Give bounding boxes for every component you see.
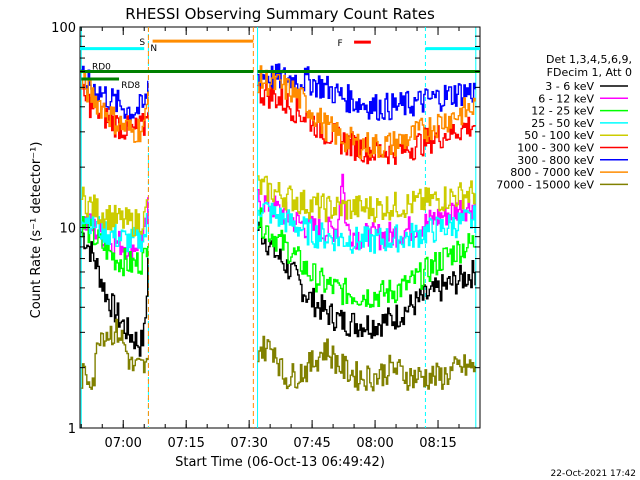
x-tick-label: 07:00: [104, 436, 141, 451]
x-axis: 07:00 07:15 07:30 07:45 08:00 08:15: [80, 27, 481, 451]
legend-label: 800 - 7000 keV: [510, 166, 594, 179]
y-axis-label: Count Rate (s⁻¹ detector⁻¹): [29, 142, 44, 319]
legend-label: 6 - 12 keV: [538, 92, 594, 105]
annotation-rd0: RD0: [92, 62, 111, 72]
annotation-layer: RD0 RD8 SN F: [80, 38, 480, 91]
series-7000-15000-kev: [81, 318, 476, 392]
legend-label: 7000 - 15000 keV: [496, 178, 594, 191]
series-trace: [81, 318, 149, 390]
series-trace: [257, 65, 476, 160]
annotation-rd8: RD8: [121, 81, 140, 91]
legend-label: 12 - 25 keV: [531, 105, 594, 118]
chart-title: RHESSI Observing Summary Count Rates: [125, 5, 435, 23]
legend-header-line: FDecim 1, Att 0: [547, 66, 632, 79]
x-tick-label: 07:15: [167, 436, 204, 451]
footer-timestamp: 22-Oct-2021 17:42: [551, 469, 636, 479]
series-trace: [81, 231, 149, 357]
series-25-50-kev: [81, 201, 476, 254]
series-800-7000-kev: [81, 65, 476, 160]
series-100-300-kev: [81, 81, 476, 165]
series-trace: [257, 221, 476, 339]
legend-label: 100 - 300 keV: [517, 142, 594, 155]
series-3-6-kev: [81, 221, 476, 357]
series-trace: [257, 335, 476, 392]
series-layer: [81, 63, 476, 392]
legend-label: 300 - 800 keV: [517, 154, 594, 167]
legend-label: 50 - 100 keV: [524, 129, 594, 142]
annotation-s: S: [139, 38, 145, 48]
series-trace: [257, 201, 476, 254]
legend: Det 1,3,4,5,6,9,FDecim 1, Att 03 - 6 keV…: [496, 53, 632, 191]
x-tick-label: 08:15: [419, 436, 456, 451]
y-tick-label: 10: [59, 222, 76, 237]
annotation-f: F: [337, 39, 342, 49]
series-trace: [257, 175, 476, 223]
series-trace: [81, 186, 149, 237]
annotation-n: N: [150, 44, 157, 54]
legend-header-line: Det 1,3,4,5,6,9,: [546, 53, 632, 66]
series-trace: [81, 83, 149, 140]
x-tick-label: 07:45: [293, 436, 330, 451]
series-50-100-kev: [81, 175, 476, 237]
legend-label: 25 - 50 keV: [531, 117, 594, 130]
x-axis-label: Start Time (06-Oct-13 06:49:42): [175, 455, 385, 470]
legend-label: 3 - 6 keV: [545, 80, 594, 93]
y-axis: 1 10 100: [51, 21, 480, 437]
y-tick-label: 1: [68, 422, 76, 437]
series-trace: [257, 207, 476, 308]
y-tick-label: 100: [51, 21, 76, 36]
x-tick-label: 07:30: [230, 436, 267, 451]
series-trace: [81, 73, 149, 143]
series-trace: [257, 81, 476, 165]
x-tick-label: 08:00: [356, 436, 393, 451]
